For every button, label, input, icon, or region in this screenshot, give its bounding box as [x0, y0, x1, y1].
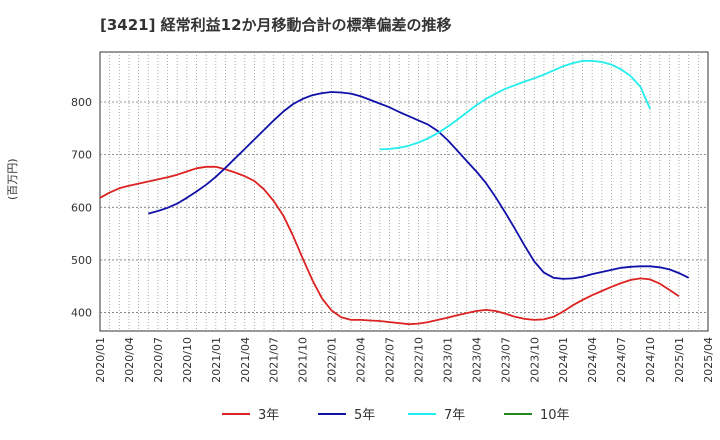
legend-label: 10年: [540, 408, 570, 423]
x-tick-labels: 2020/01 2020/04 2020/07 2020/10 2021/01 2021/…: [94, 337, 715, 383]
plot-background: [99, 51, 709, 332]
x-tick-label: 2022/04: [355, 337, 368, 383]
y-tick-label: 400: [71, 307, 92, 320]
series-line-2: [148, 91, 690, 280]
legend-item: 3年: [222, 404, 279, 423]
x-tick-label: 2023/07: [499, 337, 512, 383]
series-lines: [99, 60, 690, 326]
x-tick-label: 2025/01: [673, 337, 686, 383]
chart-title: [3421] 経常利益12か月移動合計の標準偏差の推移: [100, 16, 452, 34]
x-tick-label: 2020/04: [123, 337, 136, 383]
x-tick-label: 2023/04: [470, 337, 483, 383]
series-line-3: [379, 60, 651, 151]
horizontal-gridlines: [100, 101, 708, 313]
x-tick-label: 2022/01: [326, 337, 339, 383]
legend-label: 3年: [258, 408, 280, 423]
legend-swatch: [408, 412, 436, 415]
series-line-1: [99, 165, 680, 326]
x-tick-label: 2024/07: [615, 337, 628, 383]
legend: 3年 5年 7年 10年: [0, 404, 720, 428]
x-tick-label: 2024/01: [557, 337, 570, 383]
x-tick-label: 2020/10: [181, 337, 194, 383]
x-tick-label: 2024/04: [586, 337, 599, 383]
y-tick-label: 800: [71, 96, 92, 109]
x-tick-label: 2021/10: [297, 337, 310, 383]
x-tick-label: 2023/01: [441, 337, 454, 383]
legend-item: 5年: [318, 404, 375, 423]
x-tick-label: 2020/01: [94, 337, 107, 383]
legend-swatch: [222, 412, 250, 415]
x-tick-label: 2025/04: [702, 337, 715, 383]
legend-item: 10年: [504, 404, 570, 423]
legend-swatch: [318, 412, 346, 415]
x-tick-label: 2021/04: [239, 337, 252, 383]
x-tick-label: 2024/10: [644, 337, 657, 383]
legend-label: 7年: [444, 408, 466, 423]
y-tick-label: 500: [71, 254, 92, 267]
x-tick-label: 2020/07: [152, 337, 165, 383]
legend-swatch: [504, 412, 532, 415]
x-tick-label: 2022/10: [412, 337, 425, 383]
x-tick-label: 2023/10: [528, 337, 541, 383]
legend-label: 5年: [354, 408, 376, 423]
x-tick-label: 2022/07: [384, 337, 397, 383]
x-tick-label: 2021/01: [210, 337, 223, 383]
legend-item: 7年: [408, 404, 465, 423]
y-tick-label: 600: [71, 201, 92, 214]
y-tick-label: 700: [71, 149, 92, 162]
x-tick-label: 2021/07: [268, 337, 281, 383]
y-tick-labels: 400 500 600 700 800: [71, 96, 92, 320]
